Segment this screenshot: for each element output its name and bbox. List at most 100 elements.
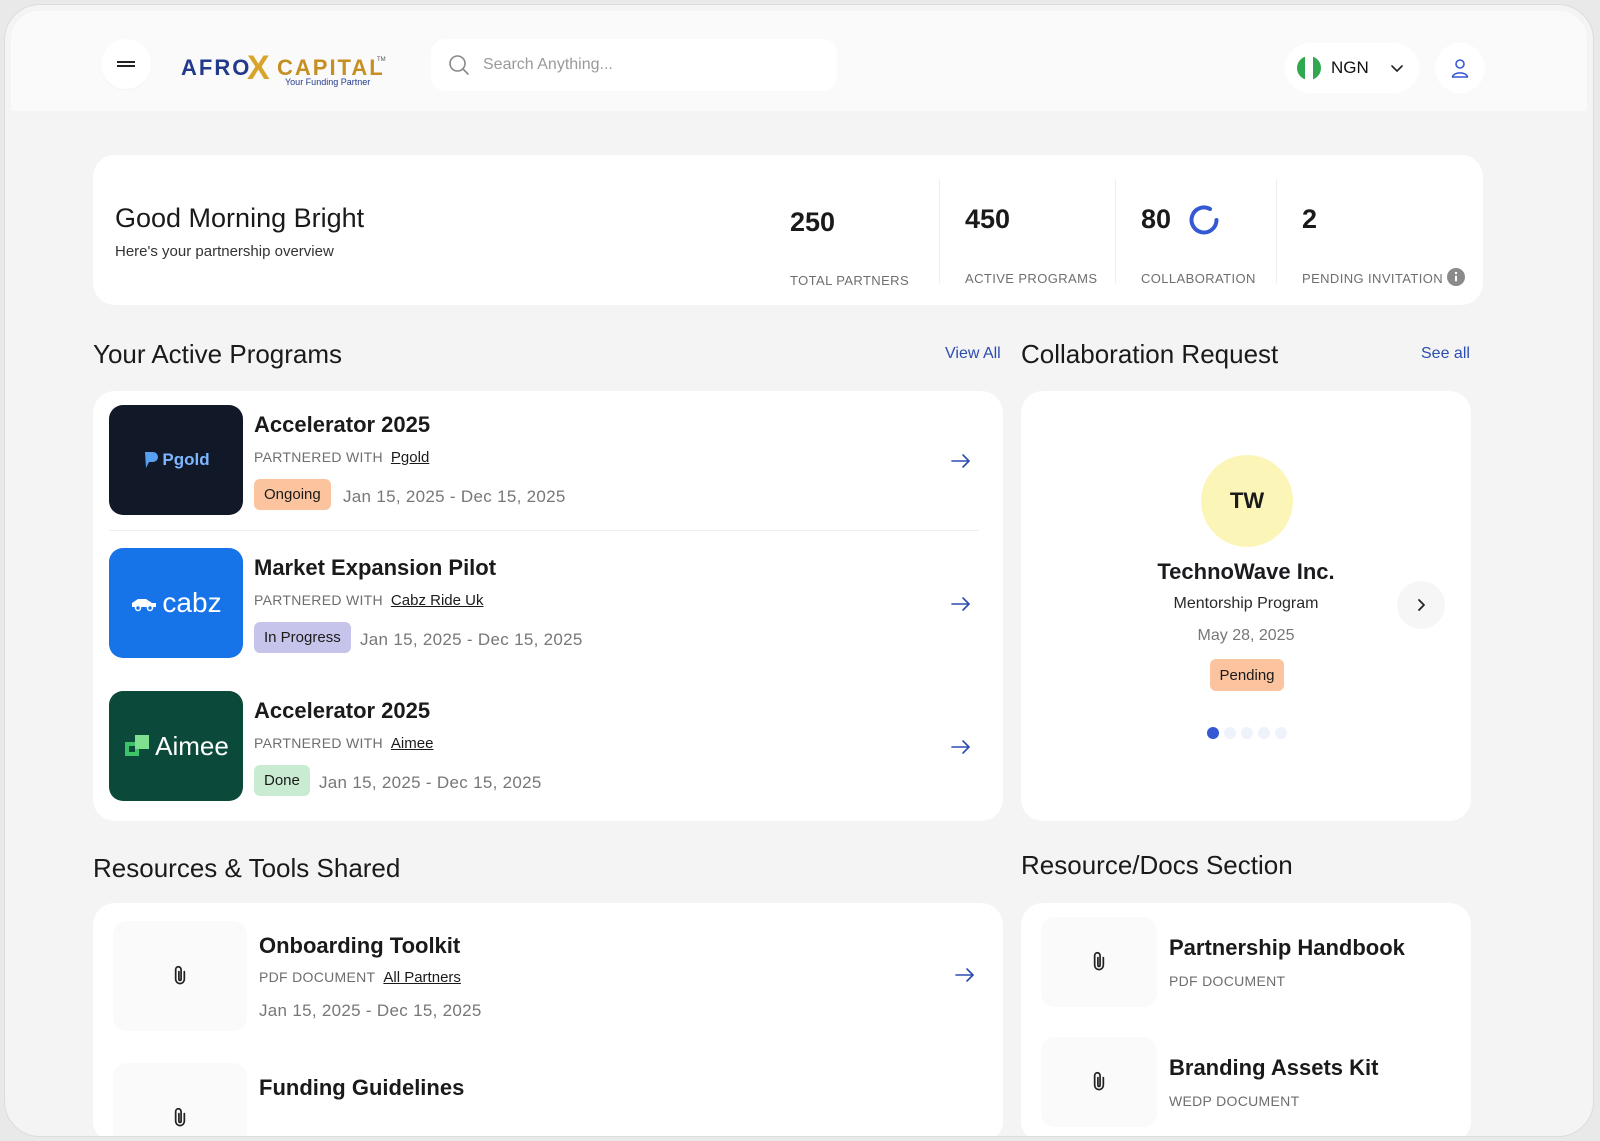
program-dates: Jan 15, 2025 - Dec 15, 2025 (319, 773, 542, 792)
search-bar[interactable] (431, 39, 837, 91)
partner-name-link[interactable]: Pgold (390, 449, 430, 466)
stat-label: TOTAL PARTNERS (790, 273, 910, 288)
carousel-dot[interactable] (1258, 727, 1270, 739)
aimee-logo-text: Aimee (155, 730, 229, 761)
partner-name-link[interactable]: Aimee (390, 735, 434, 752)
logo-tm: TM (377, 57, 386, 63)
carousel-dot[interactable] (1224, 727, 1236, 739)
programs-section-title: Your Active Programs (93, 339, 343, 369)
cabz-logo: cabz (109, 548, 243, 658)
logo-tagline: Your Funding Partner (285, 77, 370, 87)
doc-thumbnail (1041, 917, 1157, 1007)
currency-selector[interactable]: NGN (1285, 43, 1419, 93)
hamburger-icon (117, 59, 135, 69)
carousel-indicator (1207, 727, 1292, 739)
aimee-logo: Aimee (109, 691, 243, 801)
logo-afro-text: AFRO (181, 55, 251, 80)
pgold-mark-icon (145, 452, 159, 468)
doc-thumbnail (1041, 1037, 1157, 1127)
company-name: TechnoWave Inc. (1157, 559, 1335, 584)
stat-divider (1115, 179, 1116, 283)
pgold-logo: Pgold (109, 405, 243, 515)
greeting-title: Good Morning Bright (115, 203, 365, 233)
resource-thumbnail (113, 1063, 247, 1136)
user-icon (1451, 59, 1469, 78)
resource-meta: PDF DOCUMENT All Partners (259, 969, 461, 986)
docs-card: Partnership Handbook PDF DOCUMENT Brandi… (1021, 903, 1471, 1136)
brand-logo[interactable]: AFRO X CAPITAL TM Your Funding Partner (181, 41, 391, 91)
currency-code: NGN (1331, 58, 1369, 77)
partnered-label: PARTNERED WITH (254, 449, 383, 465)
collaboration-program: Mentorship Program (1173, 595, 1319, 612)
stat-collaboration: 80 COLLABORATION (1141, 179, 1301, 286)
stat-label: COLLABORATION (1141, 271, 1256, 286)
carousel-dot[interactable] (1275, 727, 1287, 739)
resources-section-title: Resources & Tools Shared (93, 853, 401, 883)
cabz-car-icon (132, 599, 157, 612)
resource-item[interactable]: Funding Guidelines (113, 1063, 983, 1136)
doc-item[interactable]: Partnership Handbook PDF DOCUMENT (1041, 917, 1461, 1007)
partner-name-link[interactable]: Cabz Ride Uk (390, 592, 484, 609)
overview-card: Good Morning Bright Here's your partners… (93, 155, 1483, 305)
partnered-label: PARTNERED WITH (254, 592, 383, 608)
search-input[interactable] (483, 56, 813, 74)
doc-title: Partnership Handbook (1169, 935, 1405, 960)
see-all-collaborations-link[interactable]: See all (1421, 345, 1470, 362)
resource-item[interactable]: Onboarding Toolkit PDF DOCUMENT All Partn… (113, 921, 983, 1031)
carousel-dot[interactable] (1207, 727, 1219, 739)
stat-value: 2 (1302, 204, 1318, 234)
chevron-down-icon (1390, 65, 1403, 72)
greeting-subtitle: Here's your partnership overview (115, 243, 334, 260)
doc-item[interactable]: Branding Assets Kit WEDP DOCUMENT (1041, 1037, 1461, 1127)
stat-value: 250 (790, 207, 836, 237)
search-icon (449, 55, 469, 75)
resources-card: Onboarding Toolkit PDF DOCUMENT All Partn… (93, 903, 1003, 1136)
program-title: Accelerator 2025 (254, 412, 431, 437)
stat-divider (1276, 179, 1277, 283)
program-item[interactable]: Pgold Accelerator 2025 PARTNERED WITH Pgo… (109, 405, 979, 515)
partnered-with: PARTNERED WITH Pgold (254, 449, 429, 466)
arrow-right-icon[interactable] (949, 735, 973, 759)
program-item[interactable]: cabz Market Expansion Pilot PARTNERED WI… (109, 548, 979, 658)
nigeria-flag-icon (1297, 56, 1321, 80)
resource-title: Onboarding Toolkit (259, 933, 461, 958)
logo-capital-text: CAPITAL (277, 55, 385, 80)
cabz-logo-text: cabz (162, 587, 222, 618)
resource-dates: Jan 15, 2025 - Dec 15, 2025 (259, 1001, 482, 1020)
partnered-label: PARTNERED WITH (254, 735, 383, 751)
stat-pending-invitation: 2 PENDING INVITATION (1302, 179, 1477, 286)
docs-section-title: Resource/Docs Section (1021, 850, 1293, 880)
menu-button[interactable] (101, 39, 151, 89)
stat-value: 450 (965, 204, 1011, 234)
app-frame: AFRO X CAPITAL TM Your Funding Partner N… (4, 4, 1594, 1137)
pgold-logo-text: Pgold (162, 450, 210, 469)
program-dates: Jan 15, 2025 - Dec 15, 2025 (343, 487, 566, 506)
chevron-right-icon (1418, 599, 1425, 611)
view-all-programs-link[interactable]: View All (945, 345, 1001, 362)
program-item[interactable]: Aimee Accelerator 2025 PARTNERED WITH Aim… (109, 691, 979, 801)
paperclip-icon (1093, 1071, 1105, 1091)
doc-title: Branding Assets Kit (1169, 1055, 1379, 1080)
arrow-right-icon[interactable] (953, 963, 977, 987)
stat-label: ACTIVE PROGRAMS (965, 271, 1098, 286)
profile-button[interactable] (1435, 43, 1485, 93)
carousel-dot[interactable] (1241, 727, 1253, 739)
programs-card: Pgold Accelerator 2025 PARTNERED WITH Pgo… (93, 391, 1003, 821)
progress-ring-icon (1189, 205, 1219, 235)
stat-label: PENDING INVITATION (1302, 271, 1444, 286)
stat-active-programs: 450 ACTIVE PROGRAMS (965, 179, 1125, 286)
doc-type: WEDP DOCUMENT (1169, 1093, 1300, 1109)
status-badge: Pending (1210, 659, 1284, 691)
paperclip-icon (174, 1107, 186, 1127)
logo-x-text: X (247, 49, 270, 87)
info-icon[interactable] (1447, 268, 1465, 286)
arrow-right-icon[interactable] (949, 592, 973, 616)
program-dates: Jan 15, 2025 - Dec 15, 2025 (360, 630, 583, 649)
arrow-right-icon[interactable] (949, 449, 973, 473)
resource-title: Funding Guidelines (259, 1075, 465, 1100)
paperclip-icon (174, 965, 186, 985)
resource-audience-link[interactable]: All Partners (383, 969, 461, 986)
collaboration-date: May 28, 2025 (1197, 627, 1295, 644)
doc-type: PDF DOCUMENT (1169, 973, 1286, 989)
next-button[interactable] (1397, 581, 1445, 629)
